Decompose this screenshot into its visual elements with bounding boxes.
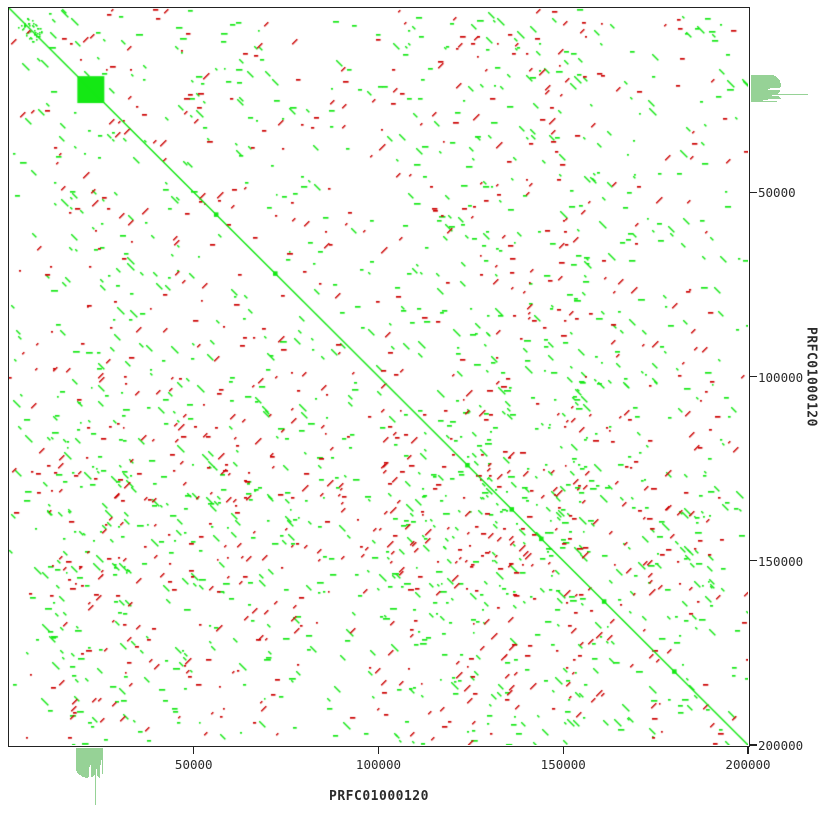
x-tick-label-150000: 150000 xyxy=(540,757,586,772)
x-tick-label-50000: 50000 xyxy=(174,757,213,772)
x-tick-label-200000: 200000 xyxy=(725,757,771,772)
right-coverage-bar xyxy=(751,92,778,94)
bottom-coverage-bar xyxy=(102,748,104,774)
right-coverage-bar xyxy=(751,93,808,96)
right-coverage-bar xyxy=(751,100,763,102)
right-coverage-bar xyxy=(751,77,777,79)
bottom-coverage-bar xyxy=(88,748,90,767)
x-axis-title: PRFC01000120 xyxy=(329,789,429,804)
bottom-coverage-bar xyxy=(92,748,94,776)
x-tick-mark-200000 xyxy=(747,746,749,754)
x-tick-mark-150000 xyxy=(562,746,564,754)
bottom-coverage-bar xyxy=(81,748,83,777)
right-coverage-bar xyxy=(751,101,777,103)
right-coverage-bar xyxy=(751,75,775,77)
right-coverage-bar xyxy=(751,83,781,85)
x-tick-mark-100000 xyxy=(377,746,380,754)
right-coverage-bar xyxy=(751,91,779,93)
bottom-coverage-bar xyxy=(96,748,98,769)
bottom-coverage-bar xyxy=(98,748,100,777)
right-coverage-bar xyxy=(751,81,781,83)
right-coverage-bar xyxy=(751,96,780,98)
bottom-coverage-bar xyxy=(79,748,81,775)
bottom-coverage-bar xyxy=(84,748,86,778)
bottom-coverage-bar xyxy=(99,748,101,778)
y-tick-label-200000: 200000 xyxy=(758,738,804,753)
right-coverage-bar xyxy=(751,95,779,97)
dotplot-canvas xyxy=(9,8,748,745)
x-tick-mark-50000 xyxy=(193,746,195,754)
bottom-coverage-bar xyxy=(90,748,92,778)
bottom-coverage-bar xyxy=(91,748,93,777)
bottom-coverage-bar xyxy=(101,748,103,760)
plot-area xyxy=(8,7,750,747)
bottom-coverage-track xyxy=(8,748,750,805)
bottom-coverage-bar xyxy=(78,748,80,774)
right-coverage-bar xyxy=(751,79,779,81)
y-axis-title-text: PRFC01000120 xyxy=(803,327,819,427)
right-coverage-bar xyxy=(751,98,768,100)
y-tick-mark-100000 xyxy=(749,375,757,378)
bottom-coverage-bar xyxy=(97,748,99,776)
x-tick-label-100000: 100000 xyxy=(355,757,402,772)
bottom-coverage-bar xyxy=(100,748,102,765)
bottom-coverage-bar xyxy=(93,748,96,775)
right-coverage-bar xyxy=(751,84,781,86)
right-coverage-bar xyxy=(751,87,770,89)
right-coverage-bar xyxy=(751,82,781,84)
right-coverage-bar xyxy=(751,86,781,88)
bottom-coverage-bar xyxy=(77,748,79,773)
bottom-coverage-bar xyxy=(87,748,89,778)
y-tick-mark-50000 xyxy=(749,191,757,193)
bottom-coverage-bar xyxy=(80,748,82,776)
y-axis-title: PRFC01000120 xyxy=(795,0,827,754)
bottom-coverage-bar xyxy=(89,748,91,766)
right-coverage-bar xyxy=(751,97,781,99)
bottom-coverage-bar xyxy=(95,748,97,805)
right-coverage-bar xyxy=(751,94,772,96)
bottom-coverage-bar xyxy=(83,748,85,778)
right-coverage-bar xyxy=(751,90,780,92)
bottom-coverage-bar xyxy=(82,748,84,778)
bottom-coverage-bar xyxy=(76,748,78,772)
right-coverage-bar xyxy=(751,78,778,80)
bottom-coverage-bar xyxy=(86,748,88,778)
right-coverage-bar xyxy=(751,76,776,78)
right-coverage-bar xyxy=(751,89,781,91)
y-tick-label-50000: 50000 xyxy=(758,185,796,201)
bottom-coverage-bar xyxy=(85,748,87,778)
right-coverage-bar xyxy=(751,85,781,87)
right-coverage-track xyxy=(751,7,808,747)
right-coverage-bar xyxy=(751,88,769,90)
y-tick-label-150000: 150000 xyxy=(758,553,804,569)
y-tick-mark-150000 xyxy=(749,560,757,562)
y-tick-mark-200000 xyxy=(749,744,757,746)
right-coverage-bar xyxy=(751,80,780,82)
y-tick-label-100000: 100000 xyxy=(758,369,804,385)
